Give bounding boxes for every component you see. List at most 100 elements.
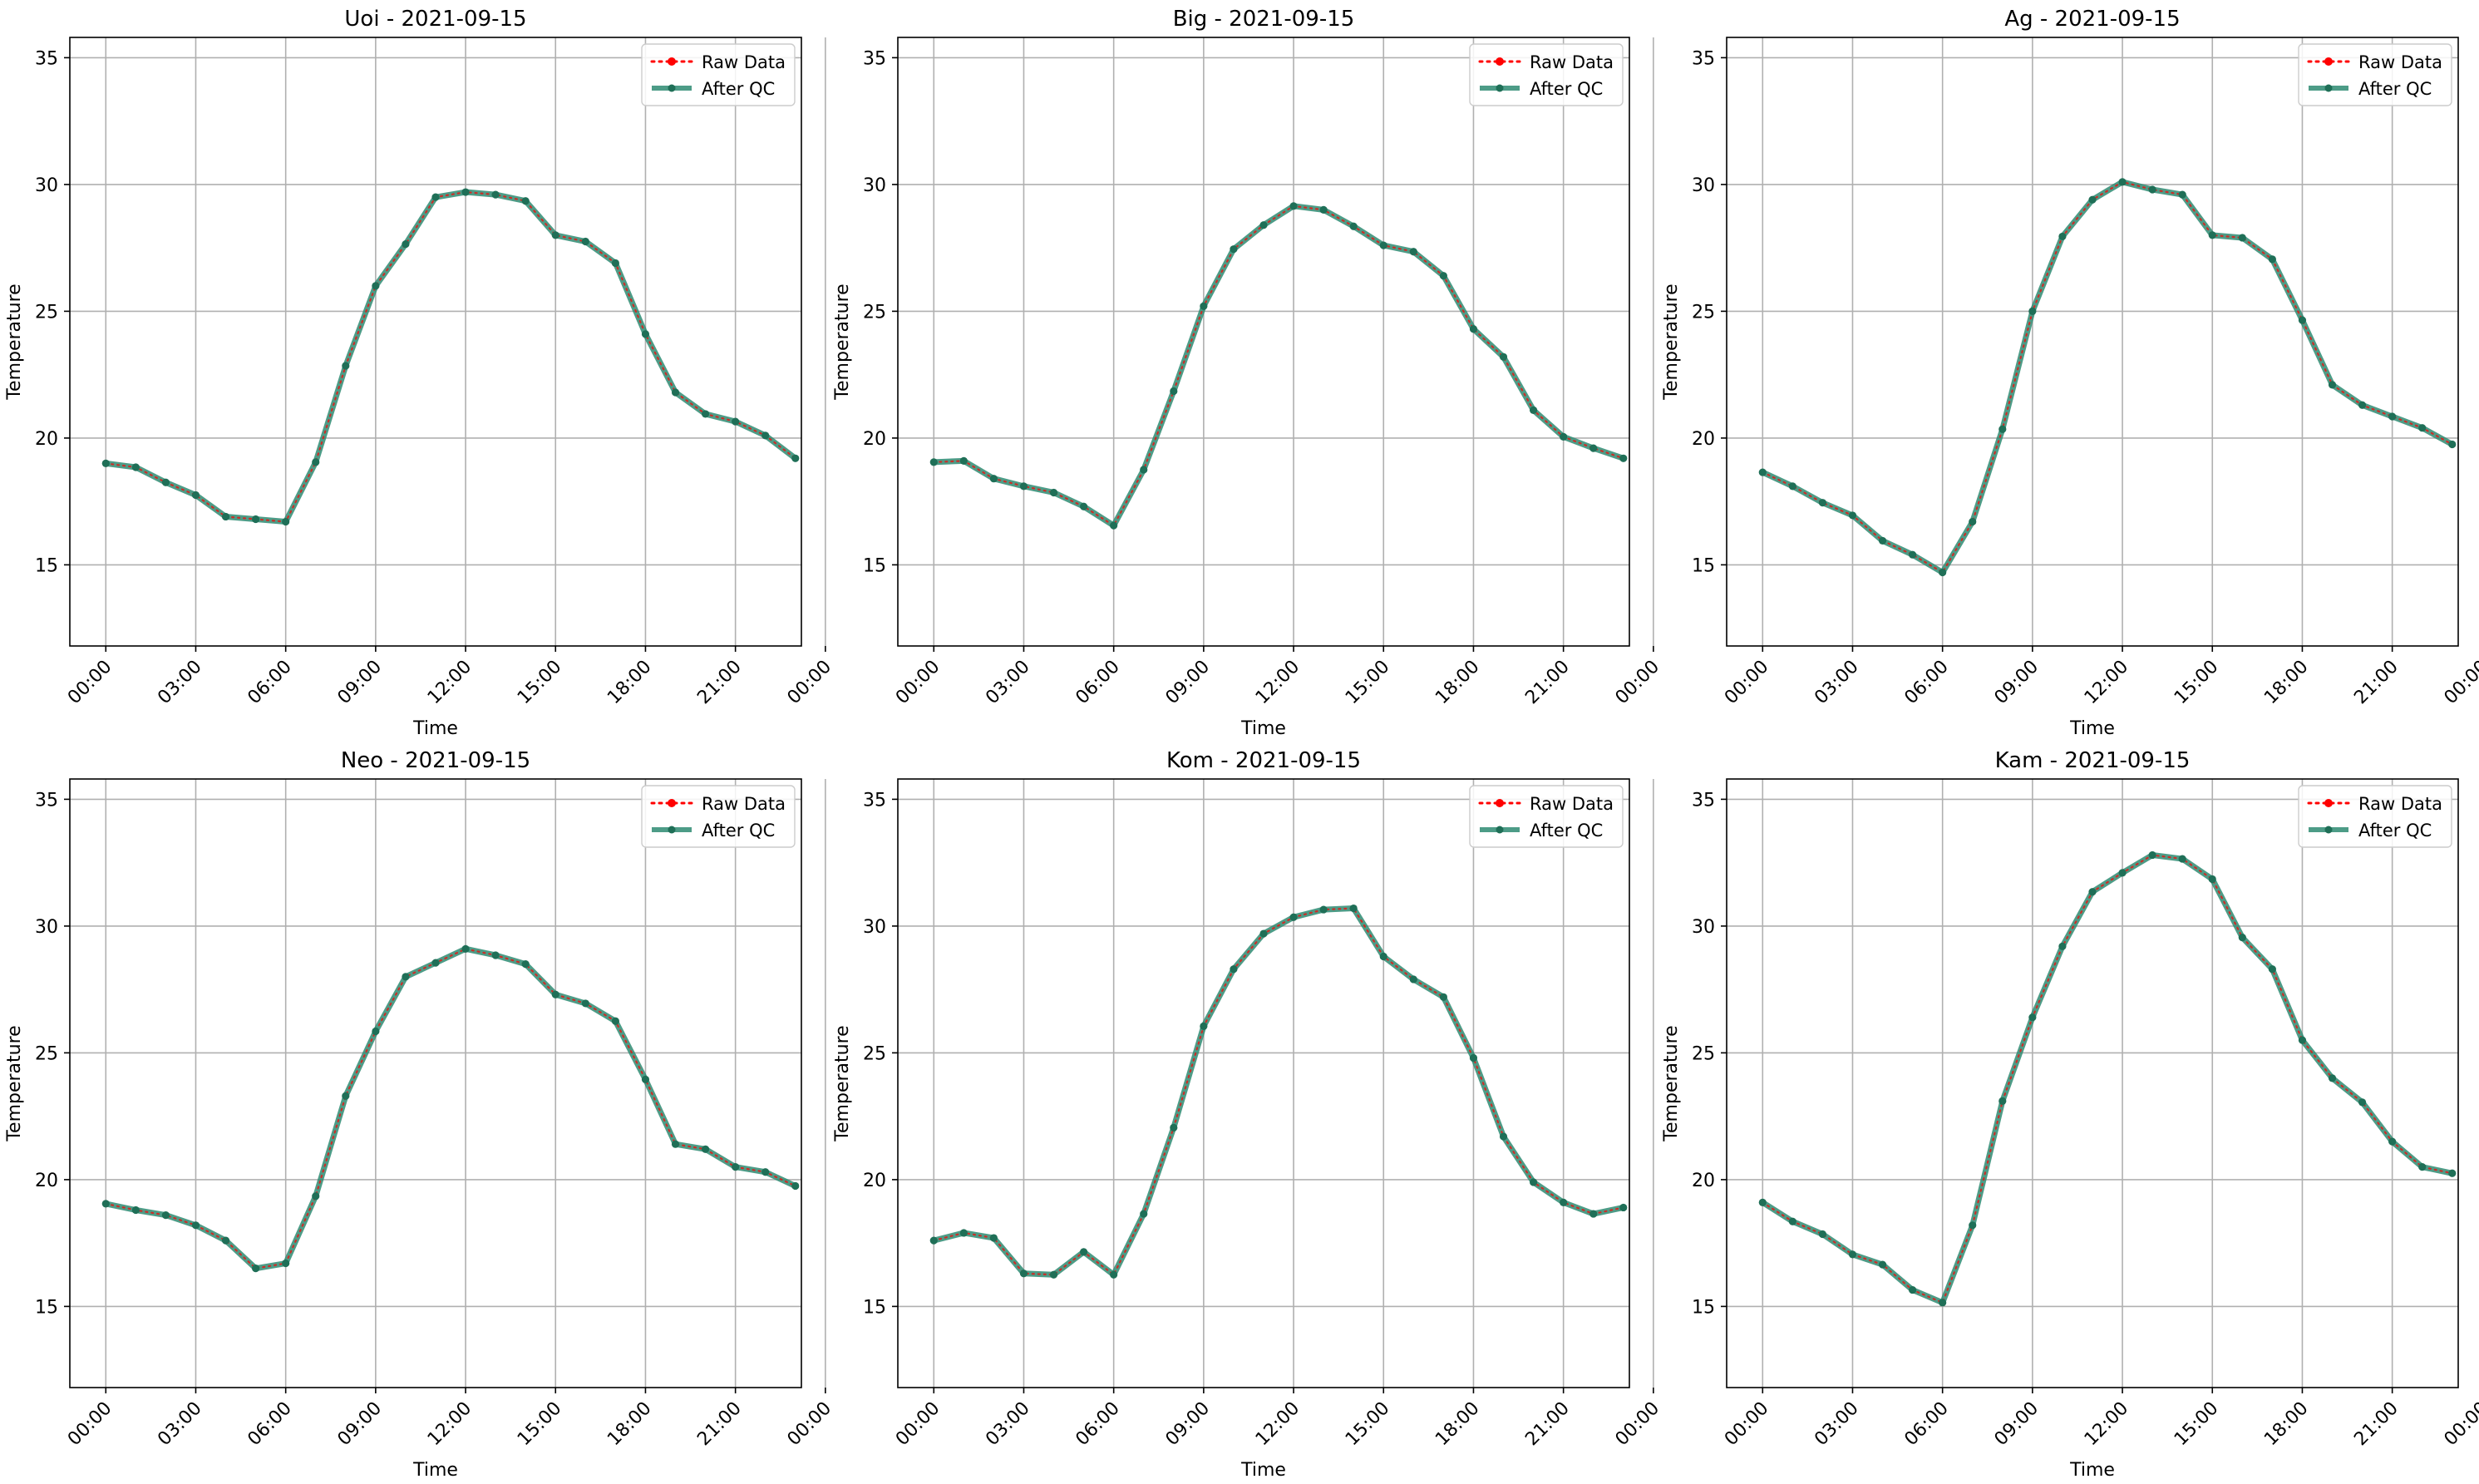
- data-point-after-qc: [1499, 353, 1508, 361]
- x-tick-label: 18:00: [1432, 657, 1484, 709]
- data-point-after-qc: [959, 456, 968, 465]
- legend-label-qc: After QC: [1530, 79, 1603, 99]
- data-point-after-qc: [1049, 1270, 1058, 1279]
- data-point-after-qc: [1529, 1178, 1538, 1186]
- data-point-after-qc: [521, 960, 530, 969]
- x-tick-label: 15:00: [514, 657, 566, 709]
- data-point-after-qc: [1379, 952, 1387, 961]
- x-tick-label: 18:00: [1432, 1398, 1484, 1451]
- data-point-after-qc: [2448, 440, 2457, 449]
- x-tick-label: 06:00: [244, 657, 296, 709]
- data-point-after-qc: [791, 454, 800, 462]
- legend-raw-marker: [2324, 57, 2333, 66]
- data-point-after-qc: [1019, 482, 1028, 491]
- x-tick-label: 06:00: [1072, 1398, 1124, 1451]
- data-point-after-qc: [1140, 1210, 1148, 1218]
- data-point-after-qc: [2328, 1074, 2337, 1082]
- x-tick-label: 06:00: [1900, 657, 1953, 709]
- x-tick-label: 03:00: [982, 657, 1034, 709]
- data-point-after-qc: [1758, 468, 1767, 476]
- x-tick-label: 06:00: [244, 1398, 296, 1451]
- x-tick-label: 03:00: [1811, 1398, 1863, 1451]
- y-axis-label: Temperature: [1661, 283, 1682, 400]
- series-raw-data-line: [105, 948, 796, 1270]
- data-point-after-qc: [641, 1075, 650, 1084]
- legend-label-raw: Raw Data: [702, 52, 786, 72]
- data-point-after-qc: [461, 944, 470, 953]
- data-point-after-qc: [2238, 934, 2246, 942]
- subplot-1: 15 20 25 30 35 00:00 03:00 06:00 09:00 12:00 15:00…: [4, 7, 835, 739]
- x-tick-label: 18:00: [604, 657, 656, 709]
- x-tick-label: 00:00: [64, 1398, 116, 1451]
- data-point-after-qc: [1349, 222, 1358, 230]
- legend-raw-marker: [668, 57, 676, 66]
- legend-label-raw: Raw Data: [2358, 794, 2442, 814]
- data-point-after-qc: [1140, 466, 1148, 474]
- data-point-after-qc: [1200, 1022, 1208, 1030]
- y-tick-label: 25: [1692, 302, 1715, 323]
- legend: Raw Data After QC: [641, 785, 796, 848]
- legend-qc-marker: [1496, 84, 1504, 92]
- subplot-2: 15 20 25 30 35 00:00 03:00 06:00 09:00 12:00 15:00…: [832, 7, 1663, 739]
- y-axis-label: Temperature: [832, 1025, 853, 1141]
- data-point-after-qc: [2298, 316, 2307, 324]
- data-point-after-qc: [1878, 536, 1887, 545]
- series-raw-data-line: [1762, 180, 2453, 574]
- data-point-after-qc: [791, 1181, 800, 1191]
- x-tick-label: 00:00: [784, 1398, 836, 1451]
- x-tick-label: 15:00: [1342, 1398, 1394, 1451]
- data-point-after-qc: [2148, 185, 2156, 194]
- data-point-after-qc: [491, 951, 500, 959]
- x-tick-label: 12:00: [2081, 657, 2133, 709]
- data-point-after-qc: [1379, 241, 1387, 249]
- y-tick-label: 30: [35, 175, 58, 196]
- x-tick-label: 00:00: [892, 1398, 944, 1451]
- data-point-after-qc: [2058, 942, 2067, 950]
- data-point-after-qc: [221, 1236, 230, 1245]
- y-tick-label: 30: [35, 917, 58, 938]
- y-tick-label: 15: [863, 1297, 886, 1318]
- data-point-after-qc: [1529, 406, 1538, 414]
- data-point-after-qc: [131, 1205, 140, 1215]
- y-tick-label: 20: [35, 429, 58, 450]
- data-point-after-qc: [2388, 412, 2397, 421]
- x-axis-label: Time: [2069, 718, 2115, 739]
- data-point-after-qc: [701, 1145, 710, 1153]
- data-point-after-qc: [161, 478, 170, 486]
- y-tick-label: 35: [35, 790, 58, 811]
- data-point-after-qc: [611, 1017, 619, 1025]
- x-tick-label: 15:00: [2171, 1398, 2223, 1451]
- data-point-after-qc: [1998, 1097, 2007, 1105]
- x-tick-label: 09:00: [334, 1398, 387, 1451]
- data-point-after-qc: [1969, 517, 1977, 526]
- y-tick-label: 25: [863, 302, 886, 323]
- legend: Raw Data After QC: [1469, 785, 1624, 848]
- legend-qc-marker: [668, 826, 676, 834]
- data-point-after-qc: [761, 1168, 770, 1176]
- x-tick-label: 03:00: [982, 1398, 1034, 1451]
- x-tick-label: 00:00: [2441, 657, 2479, 709]
- data-point-after-qc: [1848, 511, 1857, 520]
- y-tick-label: 20: [863, 429, 886, 450]
- x-axis-label: Time: [1240, 718, 1286, 739]
- data-point-after-qc: [2058, 232, 2067, 241]
- data-point-after-qc: [581, 237, 589, 246]
- data-point-after-qc: [1200, 302, 1208, 310]
- x-axis-label: Time: [1240, 1460, 1286, 1481]
- data-point-after-qc: [2418, 424, 2427, 432]
- data-point-after-qc: [1469, 325, 1478, 333]
- x-tick-label: 18:00: [2260, 1398, 2313, 1451]
- x-tick-label: 03:00: [154, 1398, 206, 1451]
- data-point-after-qc: [2178, 190, 2186, 199]
- x-tick-label: 00:00: [1612, 657, 1664, 709]
- data-point-after-qc: [1998, 425, 2007, 433]
- plot-area: [1727, 779, 2458, 1388]
- x-tick-label: 00:00: [892, 657, 944, 709]
- data-point-after-qc: [131, 463, 140, 471]
- y-tick-label: 15: [1692, 555, 1715, 576]
- data-point-after-qc: [1619, 454, 1628, 462]
- data-point-after-qc: [989, 1234, 998, 1242]
- subplot-5: 15 20 25 30 35 00:00 03:00 06:00 09:00 12:00 15:00…: [832, 748, 1663, 1481]
- data-point-after-qc: [641, 330, 650, 338]
